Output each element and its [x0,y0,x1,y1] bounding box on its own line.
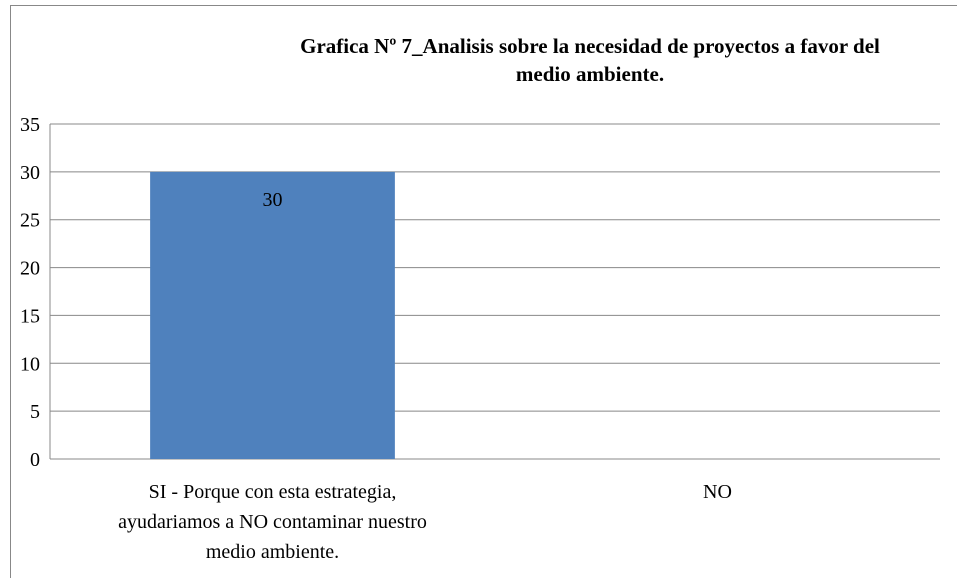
y-tick-label: 35 [20,114,40,136]
chart-title: Grafica Nº 7_Analisis sobre la necesidad… [300,34,880,86]
y-tick-label: 20 [20,258,40,280]
x-tick-label: NO [703,481,732,503]
y-tick-label: 25 [20,210,40,232]
y-tick-label: 15 [20,305,40,327]
y-tick-label: 5 [30,401,40,423]
data-label: 30 [263,189,283,211]
y-tick-label: 0 [30,449,40,471]
bar [150,171,395,459]
x-tick-label: SI - Porque con esta estrategia, ayudari… [118,481,427,563]
chart-border [10,5,957,578]
y-tick-label: 10 [20,353,40,375]
y-tick-label: 30 [20,162,40,184]
